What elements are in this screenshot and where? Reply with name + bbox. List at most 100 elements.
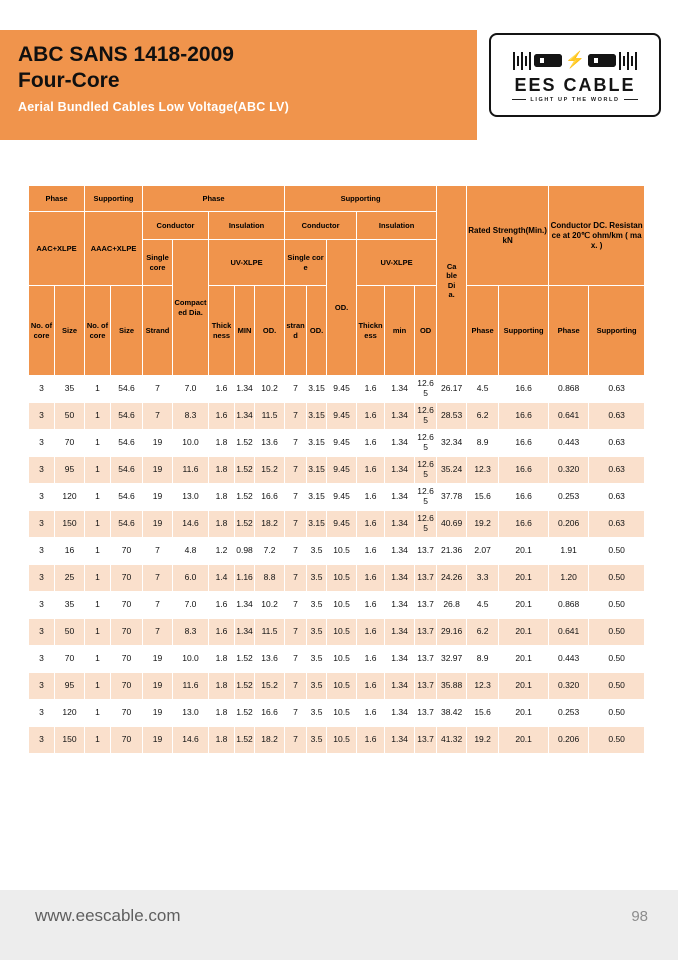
table-row: 3 50 1 54.6 7 8.3 1.6 1.34 11.5 7 3.15 9.45 1.6 1.34 1… bbox=[28, 402, 646, 430]
table-cell: 3 bbox=[28, 483, 55, 511]
table-row: 3 50 1 70 7 8.3 1.6 1.34 11.5 7 3.5 10.5 1.6 1.34 13.7… bbox=[28, 618, 646, 646]
table-cell: 4.8 bbox=[172, 537, 210, 565]
table-cell: 10.0 bbox=[172, 645, 210, 673]
table-cell: 0.63 bbox=[588, 456, 646, 484]
table-cell: 1.8 bbox=[208, 726, 236, 754]
table-cell: 1.8 bbox=[208, 456, 236, 484]
table-cell: 3 bbox=[28, 402, 55, 430]
th-uv-xlpe-supporting: UV-XLPE bbox=[356, 239, 438, 286]
table-cell: 1.8 bbox=[208, 510, 236, 538]
table-row: 3 35 1 70 7 7.0 1.6 1.34 10.2 7 3.5 10.5 1.6 1.34 13.7… bbox=[28, 591, 646, 619]
table-cell: 1.34 bbox=[384, 645, 416, 673]
table-cell: 0.50 bbox=[588, 672, 646, 700]
table-row: 3 120 1 54.6 19 13.0 1.8 1.52 16.6 7 3.15 9.45 1.6 1.… bbox=[28, 483, 646, 511]
header-band: ABC SANS 1418-2009 Four-Core Aerial Bund… bbox=[0, 30, 477, 140]
table-cell: 1 bbox=[84, 483, 112, 511]
table-cell: 9.45 bbox=[326, 375, 358, 403]
table-cell: 8.9 bbox=[466, 429, 500, 457]
th-od-conductor-supporting: OD. bbox=[326, 239, 358, 376]
table-cell: 19 bbox=[142, 726, 174, 754]
table-cell: 3.5 bbox=[306, 726, 328, 754]
table-row: 3 95 1 54.6 19 11.6 1.8 1.52 15.2 7 3.15 9.45 1.6 1.3… bbox=[28, 456, 646, 484]
table-cell: 1.52 bbox=[234, 699, 256, 727]
table-cell: 1.52 bbox=[234, 429, 256, 457]
th-rated-supporting: Supporting bbox=[498, 285, 550, 376]
table-cell: 7 bbox=[284, 618, 308, 646]
table-cell: 1.34 bbox=[384, 726, 416, 754]
table-cell: 1.91 bbox=[548, 537, 590, 565]
table-cell: 54.6 bbox=[110, 375, 144, 403]
table-cell: 1 bbox=[84, 672, 112, 700]
logo-card: ⚡ EES CABLE LIGHT UP THE WORLD bbox=[489, 33, 661, 117]
table-cell: 18.2 bbox=[254, 726, 286, 754]
table-cell: 3 bbox=[28, 618, 55, 646]
th-od-strand-supporting: OD. bbox=[306, 285, 328, 376]
table-row: 3 95 1 70 19 11.6 1.8 1.52 15.2 7 3.5 10.5 1.6 1.34 13… bbox=[28, 672, 646, 700]
th-rated-strength: Rated Strength(Min.)kN bbox=[466, 185, 550, 286]
table-cell: 1.8 bbox=[208, 429, 236, 457]
table-cell: 7 bbox=[284, 699, 308, 727]
table-cell: 1.34 bbox=[384, 483, 416, 511]
table-cell: 13.0 bbox=[172, 699, 210, 727]
table-cell: 0.868 bbox=[548, 591, 590, 619]
table-cell: 19 bbox=[142, 456, 174, 484]
table-cell: 7 bbox=[142, 618, 174, 646]
th-thickness-phase: Thickness bbox=[208, 285, 236, 376]
table-cell: 1.6 bbox=[356, 699, 386, 727]
table-cell: 20.1 bbox=[498, 591, 550, 619]
table-cell: 8.3 bbox=[172, 618, 210, 646]
table-cell: 3.5 bbox=[306, 537, 328, 565]
table-cell: 1 bbox=[84, 402, 112, 430]
cable-bars-right-icon bbox=[618, 51, 637, 70]
table-cell: 120 bbox=[53, 483, 86, 511]
table-cell: 54.6 bbox=[110, 483, 144, 511]
table-cell: 3 bbox=[28, 537, 55, 565]
table-cell: 1.6 bbox=[356, 672, 386, 700]
table-cell: 8.8 bbox=[254, 564, 286, 592]
th-supporting-group-1: Supporting bbox=[84, 185, 144, 212]
table-cell: 3.15 bbox=[306, 510, 328, 538]
table-cell: 7 bbox=[142, 537, 174, 565]
table-cell: 16.6 bbox=[498, 456, 550, 484]
table-cell: 3 bbox=[28, 672, 55, 700]
table-cell: 0.63 bbox=[588, 375, 646, 403]
table-cell: 1 bbox=[84, 456, 112, 484]
table-cell: 70 bbox=[110, 591, 144, 619]
th-dc-supporting: Supporting bbox=[588, 285, 646, 376]
table-cell: 11.5 bbox=[254, 402, 286, 430]
table-cell: 13.7 bbox=[414, 672, 438, 700]
table-cell: 7 bbox=[284, 483, 308, 511]
table-cell: 0.98 bbox=[234, 537, 256, 565]
th-uv-xlpe-phase: UV-XLPE bbox=[208, 239, 286, 286]
table-cell: 1.6 bbox=[356, 456, 386, 484]
table-cell: 1.34 bbox=[384, 510, 416, 538]
table-cell: 16.6 bbox=[498, 402, 550, 430]
table-cell: 7 bbox=[142, 591, 174, 619]
table-row: 3 35 1 54.6 7 7.0 1.6 1.34 10.2 7 3.15 9.45 1.6 1.34 1… bbox=[28, 375, 646, 403]
table-cell: 1.52 bbox=[234, 483, 256, 511]
th-thickness-supporting: Thickness bbox=[356, 285, 386, 376]
table-cell: 150 bbox=[53, 510, 86, 538]
table-cell: 19 bbox=[142, 645, 174, 673]
table-cell: 10.5 bbox=[326, 672, 358, 700]
table-cell: 3 bbox=[28, 456, 55, 484]
table-cell: 6.0 bbox=[172, 564, 210, 592]
th-aaac-xlpe: AAAC+XLPE bbox=[84, 211, 144, 286]
table-row: 3 150 1 54.6 19 14.6 1.8 1.52 18.2 7 3.15 9.45 1.6 1.… bbox=[28, 510, 646, 538]
table-cell: 1 bbox=[84, 591, 112, 619]
table-cell: 16 bbox=[53, 537, 86, 565]
table-cell: 70 bbox=[53, 429, 86, 457]
table-cell: 1.8 bbox=[208, 645, 236, 673]
table-cell: 35.88 bbox=[436, 672, 468, 700]
table-cell: 0.320 bbox=[548, 456, 590, 484]
table-cell: 20.1 bbox=[498, 618, 550, 646]
table-cell: 3.5 bbox=[306, 672, 328, 700]
table-cell: 1 bbox=[84, 537, 112, 565]
table-cell: 0.63 bbox=[588, 483, 646, 511]
table-cell: 10.5 bbox=[326, 537, 358, 565]
table-cell: 1.6 bbox=[356, 537, 386, 565]
table-cell: 3.5 bbox=[306, 645, 328, 673]
cable-plug-left-icon bbox=[534, 54, 563, 67]
th-strand-phase: Strand bbox=[142, 285, 174, 376]
table-cell: 3 bbox=[28, 375, 55, 403]
